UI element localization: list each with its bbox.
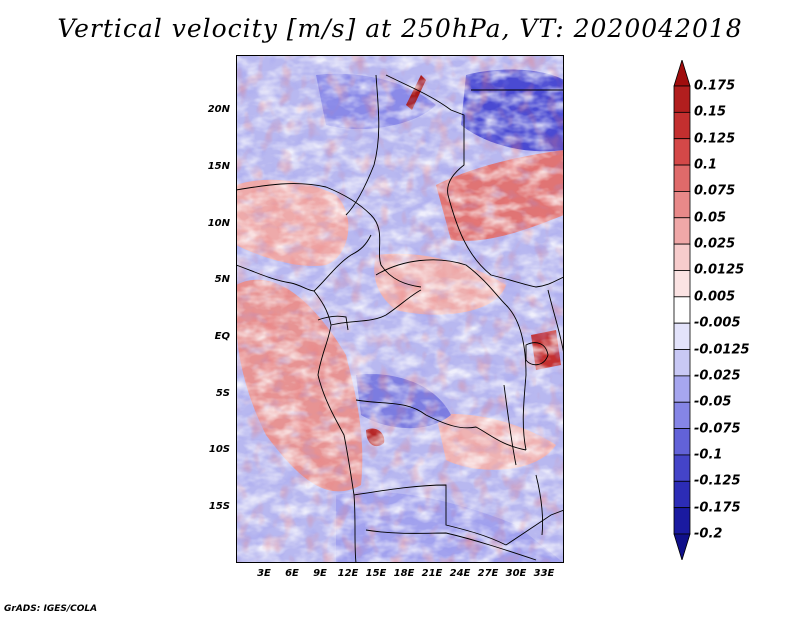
colorbar-label: -0.2	[694, 526, 723, 542]
border-lake-victoria	[525, 342, 549, 366]
colorbar-label: -0.05	[694, 394, 732, 410]
lon-label-9e: 9E	[313, 568, 327, 579]
colorbar-label: -0.075	[694, 421, 741, 437]
border-angola	[353, 484, 507, 546]
lon-label-15e: 15E	[365, 568, 387, 579]
lon-label-24e: 24E	[449, 568, 471, 579]
lat-label-10s: 10S	[208, 444, 230, 455]
lon-label-3e: 3E	[257, 568, 271, 579]
colorbar	[673, 60, 691, 560]
colorbar-swatch	[673, 138, 691, 166]
colorbar-swatch	[673, 375, 691, 403]
colorbar-label: 0.175	[694, 78, 736, 94]
lat-label-eq: EQ	[214, 331, 230, 342]
colorbar-label: 0.15	[694, 104, 727, 120]
border-gabon	[317, 315, 349, 331]
border-congo	[330, 289, 422, 326]
country-borders	[236, 74, 564, 563]
colorbar-arrow-top	[673, 60, 691, 87]
border-north-2	[345, 74, 380, 216]
lat-label-15s: 15S	[208, 501, 230, 512]
border-drc-east	[505, 304, 527, 451]
colorbar-label: -0.1	[694, 447, 723, 463]
colorbar-label: -0.175	[694, 500, 741, 516]
border-sudan	[447, 194, 564, 288]
lat-label-20n: 20N	[207, 104, 230, 115]
colorbar-swatch	[673, 85, 691, 113]
field-texture-blue	[236, 55, 564, 563]
colorbar-label: -0.125	[694, 473, 741, 489]
colorbar-swatch	[673, 428, 691, 456]
colorbar-arrow-bottom	[673, 533, 691, 560]
border-car	[375, 259, 507, 306]
colorbar-label: 0.1	[694, 157, 718, 173]
border-mozambique	[505, 509, 564, 546]
colorbar-swatch	[673, 401, 691, 429]
border-north-1	[385, 74, 465, 196]
colorbar-swatch	[673, 217, 691, 245]
colorbar-swatch	[673, 480, 691, 509]
colorbar-label: 0.075	[694, 183, 736, 199]
colorbar-label: -0.005	[694, 315, 741, 331]
colorbar-label: -0.0125	[694, 342, 750, 358]
colorbar-swatch	[673, 296, 691, 324]
lon-label-12e: 12E	[337, 568, 359, 579]
lat-label-5s: 5S	[215, 388, 230, 399]
vertical-velocity-map	[236, 55, 564, 563]
colorbar-label: 0.0125	[694, 262, 745, 278]
lon-label-21e: 21E	[421, 568, 443, 579]
lon-label-33e: 33E	[533, 568, 555, 579]
colorbar-label: -0.025	[694, 368, 741, 384]
border-sahel	[236, 183, 372, 216]
border-south	[365, 529, 537, 561]
map-frame	[236, 55, 564, 563]
border-lake-tanganyika	[503, 384, 517, 466]
colorbar-swatch	[673, 454, 691, 482]
colorbar-swatch	[673, 111, 691, 140]
grads-credit: GrADS: IGES/COLA	[4, 604, 98, 614]
lon-label-30e: 30E	[505, 568, 527, 579]
colorbar-label: 0.025	[694, 236, 736, 252]
colorbar-swatch	[673, 270, 691, 298]
colorbar-swatch	[673, 164, 691, 192]
lon-label-18e: 18E	[393, 568, 415, 579]
lon-label-6e: 6E	[285, 568, 299, 579]
colorbar-swatch	[673, 507, 691, 535]
map-title: Vertical velocity [m/s] at 250hPa, VT: 2…	[57, 14, 743, 43]
border-lake-malawi	[535, 474, 544, 536]
border-drc-south	[355, 399, 527, 451]
colorbar-label: 0.05	[694, 210, 727, 226]
lat-label-15n: 15N	[207, 161, 230, 172]
lon-label-27e: 27E	[477, 568, 499, 579]
colorbar-swatch	[673, 191, 691, 219]
lat-label-10n: 10N	[207, 218, 230, 229]
colorbar-label: 0.125	[694, 131, 736, 147]
colorbar-swatch	[673, 322, 691, 350]
colorbar-label: 0.005	[694, 289, 736, 305]
border-chad	[370, 214, 422, 288]
colorbar-swatch	[673, 243, 691, 271]
lat-label-5n: 5N	[214, 274, 230, 285]
border-cameroon	[313, 234, 372, 292]
colorbar-swatch	[673, 349, 691, 377]
